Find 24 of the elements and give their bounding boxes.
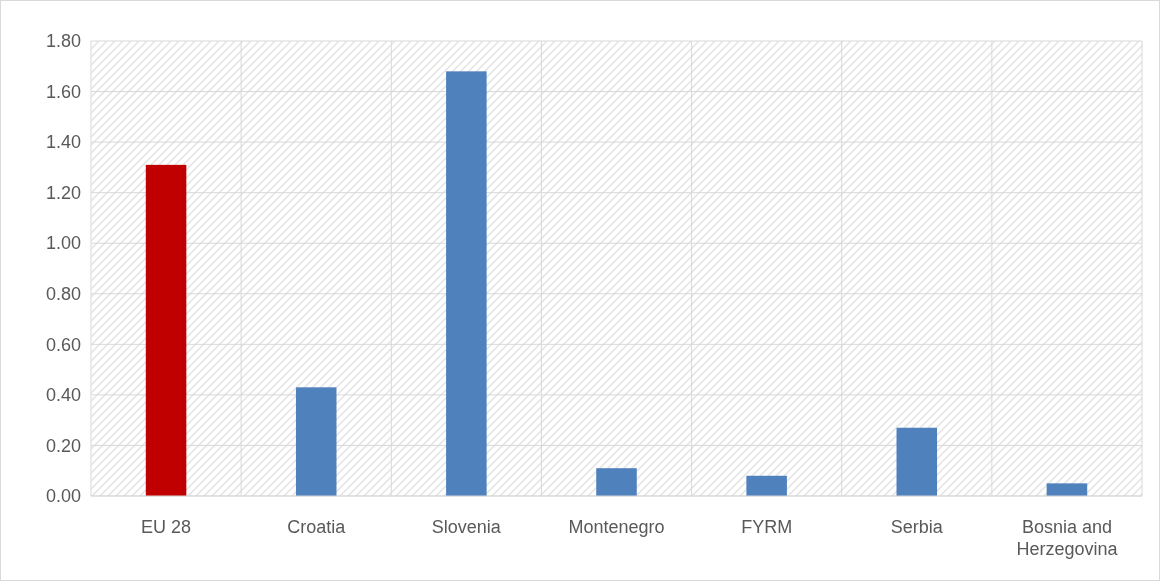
bar — [446, 71, 487, 496]
x-tick-label: Bosnia and Herzegovina — [1016, 517, 1119, 559]
y-tick-label: 1.40 — [45, 132, 81, 153]
bar — [746, 475, 787, 496]
x-tick-label: Slovenia — [431, 517, 502, 537]
bar — [596, 468, 637, 496]
y-tick-label: 1.80 — [45, 31, 81, 52]
y-tick-label: 0.00 — [45, 486, 81, 507]
y-tick-label: 1.60 — [45, 81, 81, 102]
x-tick-label: Serbia — [890, 517, 944, 537]
bar — [1046, 483, 1088, 496]
y-tick-label: 0.20 — [45, 435, 81, 456]
y-tick-label: 0.40 — [45, 385, 81, 406]
y-tick-label: 0.80 — [45, 284, 81, 305]
y-tick-label: 1.00 — [45, 233, 81, 254]
bar — [145, 164, 187, 496]
x-tick-label: FYRM — [741, 517, 793, 537]
x-tick-label: EU 28 — [141, 517, 192, 537]
bar — [896, 427, 938, 496]
x-tick-label: Croatia — [287, 517, 347, 537]
y-tick-label: 1.20 — [45, 182, 81, 203]
x-tick-label: Montenegro — [568, 517, 665, 537]
bar — [295, 387, 337, 496]
y-tick-label: 0.60 — [45, 334, 81, 355]
